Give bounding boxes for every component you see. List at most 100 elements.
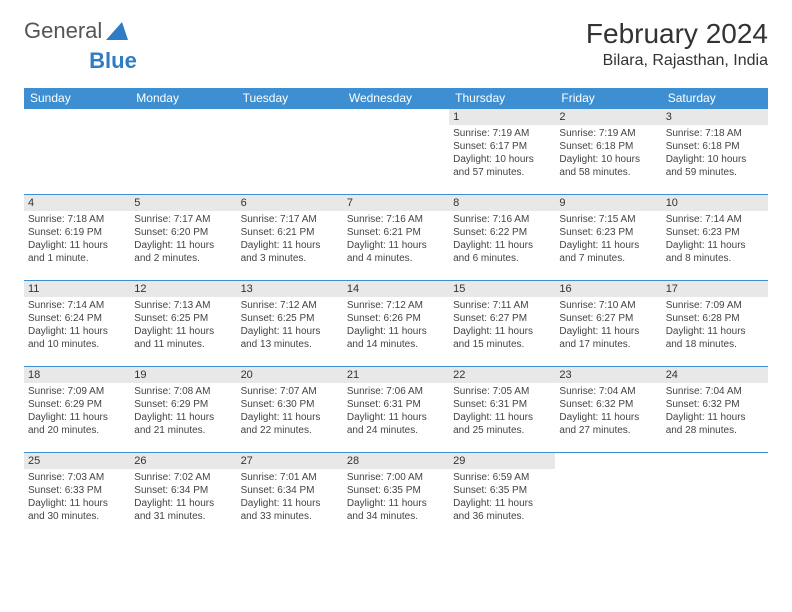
sunset-text: Sunset: 6:29 PM xyxy=(28,398,126,411)
sunrise-text: Sunrise: 7:07 AM xyxy=(241,385,339,398)
day-number: 5 xyxy=(130,195,236,211)
calendar-day-cell: 22Sunrise: 7:05 AMSunset: 6:31 PMDayligh… xyxy=(449,367,555,453)
sunrise-text: Sunrise: 7:16 AM xyxy=(453,213,551,226)
calendar-day-cell: 5Sunrise: 7:17 AMSunset: 6:20 PMDaylight… xyxy=(130,195,236,281)
sunset-text: Sunset: 6:24 PM xyxy=(28,312,126,325)
daylight-text: Daylight: 11 hours and 31 minutes. xyxy=(134,497,232,523)
daylight-text: Daylight: 10 hours and 59 minutes. xyxy=(666,153,764,179)
daylight-text: Daylight: 11 hours and 8 minutes. xyxy=(666,239,764,265)
calendar-day-cell: 9Sunrise: 7:15 AMSunset: 6:23 PMDaylight… xyxy=(555,195,661,281)
day-number: 16 xyxy=(555,281,661,297)
calendar-day-cell: 8Sunrise: 7:16 AMSunset: 6:22 PMDaylight… xyxy=(449,195,555,281)
sunrise-text: Sunrise: 7:17 AM xyxy=(134,213,232,226)
sunset-text: Sunset: 6:23 PM xyxy=(666,226,764,239)
calendar-day-cell xyxy=(662,453,768,539)
sunset-text: Sunset: 6:31 PM xyxy=(347,398,445,411)
calendar-day-cell: 6Sunrise: 7:17 AMSunset: 6:21 PMDaylight… xyxy=(237,195,343,281)
daylight-text: Daylight: 11 hours and 27 minutes. xyxy=(559,411,657,437)
sunset-text: Sunset: 6:23 PM xyxy=(559,226,657,239)
day-number: 19 xyxy=(130,367,236,383)
day-number: 22 xyxy=(449,367,555,383)
day-number: 20 xyxy=(237,367,343,383)
calendar-day-cell: 29Sunrise: 6:59 AMSunset: 6:35 PMDayligh… xyxy=(449,453,555,539)
sunrise-text: Sunrise: 7:06 AM xyxy=(347,385,445,398)
sunrise-text: Sunrise: 7:01 AM xyxy=(241,471,339,484)
day-number: 6 xyxy=(237,195,343,211)
sunset-text: Sunset: 6:17 PM xyxy=(453,140,551,153)
sunrise-text: Sunrise: 7:15 AM xyxy=(559,213,657,226)
calendar-day-cell: 16Sunrise: 7:10 AMSunset: 6:27 PMDayligh… xyxy=(555,281,661,367)
calendar-day-cell: 4Sunrise: 7:18 AMSunset: 6:19 PMDaylight… xyxy=(24,195,130,281)
calendar-day-cell: 25 Sunrise: 7:03 AMSunset: 6:33 PMDayligh… xyxy=(24,453,130,539)
daylight-text: Daylight: 11 hours and 30 minutes. xyxy=(28,497,126,523)
logo-sail-icon xyxy=(106,22,128,40)
daylight-text: Daylight: 11 hours and 21 minutes. xyxy=(134,411,232,437)
sunrise-text: Sunrise: 7:09 AM xyxy=(28,385,126,398)
daylight-text: Daylight: 11 hours and 20 minutes. xyxy=(28,411,126,437)
calendar-day-cell: 10Sunrise: 7:14 AMSunset: 6:23 PMDayligh… xyxy=(662,195,768,281)
logo-text-2: Blue xyxy=(89,48,137,74)
weekday-header: Saturday xyxy=(662,88,768,109)
day-number: 17 xyxy=(662,281,768,297)
day-number: 27 xyxy=(237,453,343,469)
weekday-header: Wednesday xyxy=(343,88,449,109)
sunset-text: Sunset: 6:20 PM xyxy=(134,226,232,239)
daylight-text: Daylight: 11 hours and 28 minutes. xyxy=(666,411,764,437)
day-number: 2 xyxy=(555,109,661,125)
calendar-day-cell: 17Sunrise: 7:09 AMSunset: 6:28 PMDayligh… xyxy=(662,281,768,367)
sunrise-text: Sunrise: 7:00 AM xyxy=(347,471,445,484)
sunset-text: Sunset: 6:19 PM xyxy=(28,226,126,239)
calendar-day-cell: 27Sunrise: 7:01 AMSunset: 6:34 PMDayligh… xyxy=(237,453,343,539)
month-title: February 2024 xyxy=(586,18,768,50)
weekday-header: Tuesday xyxy=(237,88,343,109)
daylight-text: Daylight: 11 hours and 24 minutes. xyxy=(347,411,445,437)
sunset-text: Sunset: 6:18 PM xyxy=(559,140,657,153)
calendar-day-cell: 1Sunrise: 7:19 AMSunset: 6:17 PMDaylight… xyxy=(449,109,555,195)
sunset-text: Sunset: 6:21 PM xyxy=(241,226,339,239)
daylight-text: Daylight: 11 hours and 1 minute. xyxy=(28,239,126,265)
sunrise-text: Sunrise: 7:19 AM xyxy=(453,127,551,140)
sunrise-text: Sunrise: 7:14 AM xyxy=(28,299,126,312)
day-number: 29 xyxy=(449,453,555,469)
location: Bilara, Rajasthan, India xyxy=(586,52,768,70)
day-number: 9 xyxy=(555,195,661,211)
sunrise-text: Sunrise: 7:03 AM xyxy=(28,471,126,484)
calendar-day-cell: 14Sunrise: 7:12 AMSunset: 6:26 PMDayligh… xyxy=(343,281,449,367)
calendar-day-cell: 28Sunrise: 7:00 AMSunset: 6:35 PMDayligh… xyxy=(343,453,449,539)
sunrise-text: Sunrise: 7:09 AM xyxy=(666,299,764,312)
sunset-text: Sunset: 6:25 PM xyxy=(241,312,339,325)
sunrise-text: Sunrise: 7:18 AM xyxy=(28,213,126,226)
calendar-day-cell: 26Sunrise: 7:02 AMSunset: 6:34 PMDayligh… xyxy=(130,453,236,539)
daylight-text: Daylight: 11 hours and 10 minutes. xyxy=(28,325,126,351)
sunrise-text: Sunrise: 7:04 AM xyxy=(666,385,764,398)
daylight-text: Daylight: 11 hours and 18 minutes. xyxy=(666,325,764,351)
calendar-week-row: 11Sunrise: 7:14 AMSunset: 6:24 PMDayligh… xyxy=(24,281,768,367)
calendar-day-cell: 15Sunrise: 7:11 AMSunset: 6:27 PMDayligh… xyxy=(449,281,555,367)
calendar-day-cell xyxy=(343,109,449,195)
weekday-header: Monday xyxy=(130,88,236,109)
sunrise-text: Sunrise: 7:08 AM xyxy=(134,385,232,398)
calendar-day-cell: 7Sunrise: 7:16 AMSunset: 6:21 PMDaylight… xyxy=(343,195,449,281)
sunrise-text: Sunrise: 7:19 AM xyxy=(559,127,657,140)
day-number: 26 xyxy=(130,453,236,469)
day-number: 25 xyxy=(24,453,130,469)
weekday-header-row: SundayMondayTuesdayWednesdayThursdayFrid… xyxy=(24,88,768,109)
day-number: 10 xyxy=(662,195,768,211)
title-block: February 2024 Bilara, Rajasthan, India xyxy=(586,18,768,70)
day-number: 21 xyxy=(343,367,449,383)
daylight-text: Daylight: 11 hours and 22 minutes. xyxy=(241,411,339,437)
day-number: 7 xyxy=(343,195,449,211)
sunset-text: Sunset: 6:32 PM xyxy=(559,398,657,411)
daylight-text: Daylight: 11 hours and 11 minutes. xyxy=(134,325,232,351)
day-number: 28 xyxy=(343,453,449,469)
day-number: 13 xyxy=(237,281,343,297)
daylight-text: Daylight: 11 hours and 14 minutes. xyxy=(347,325,445,351)
sunset-text: Sunset: 6:33 PM xyxy=(28,484,126,497)
weekday-header: Sunday xyxy=(24,88,130,109)
daylight-text: Daylight: 11 hours and 33 minutes. xyxy=(241,497,339,523)
calendar-body: 1Sunrise: 7:19 AMSunset: 6:17 PMDaylight… xyxy=(24,109,768,539)
day-number: 3 xyxy=(662,109,768,125)
day-number: 12 xyxy=(130,281,236,297)
sunset-text: Sunset: 6:27 PM xyxy=(559,312,657,325)
calendar-week-row: 18Sunrise: 7:09 AMSunset: 6:29 PMDayligh… xyxy=(24,367,768,453)
